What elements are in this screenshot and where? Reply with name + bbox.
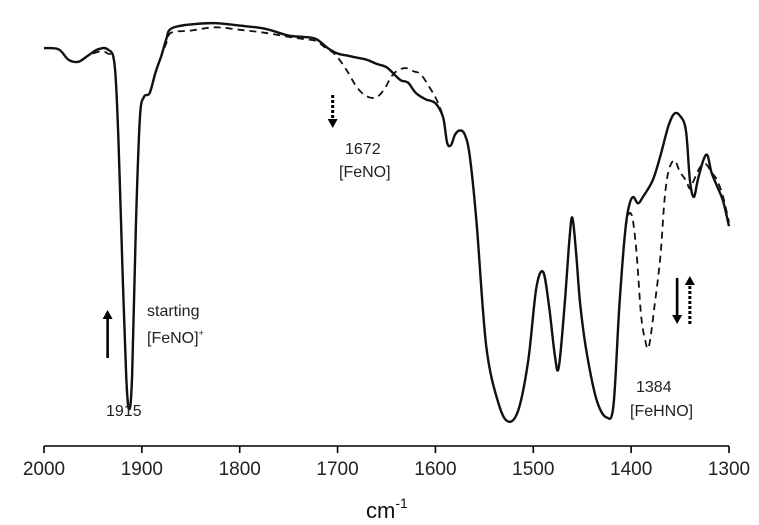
- annotation-starting: starting: [147, 303, 199, 320]
- x-tick-label: 2000: [23, 459, 65, 480]
- dashed-arrow-down: [327, 95, 338, 128]
- x-axis-title-superscript: -1: [395, 495, 408, 511]
- annotation-fenoplus-superscript: +: [199, 328, 204, 338]
- x-axis-title-unit: cm: [366, 498, 395, 523]
- series-layer: [43, 21, 731, 423]
- x-tick-label: 1800: [219, 459, 261, 480]
- x-tick-label: 1400: [610, 459, 652, 480]
- x-tick-label: 1700: [316, 459, 358, 480]
- x-tick-label: 1600: [414, 459, 456, 480]
- dashed-arrow-up: [684, 276, 695, 324]
- annotation-1915: 1915: [106, 403, 142, 420]
- x-tick-label: 1300: [708, 459, 750, 480]
- x-tick-label: 1500: [512, 459, 554, 480]
- annotation-fenoplus-label: [FeNO]: [147, 330, 199, 347]
- spectrum-line-solid: [43, 21, 731, 423]
- solid-arrow-up: [102, 310, 113, 358]
- annotation-1384: 1384: [636, 379, 672, 396]
- annotation-feno: [FeNO]: [339, 164, 391, 181]
- annotation-fenoplus: [FeNO]+: [147, 328, 204, 347]
- annotation-fehno: [FeHNO]: [630, 403, 693, 420]
- x-axis-ticks: 2000 1900 1800 1700 1600 1500 1400 1300: [23, 446, 750, 480]
- annotation-1672: 1672: [345, 141, 381, 158]
- solid-arrow-down: [672, 278, 683, 324]
- arrows-layer: [102, 95, 695, 358]
- x-tick-label: 1900: [121, 459, 163, 480]
- x-axis-title: cm-1: [366, 495, 408, 523]
